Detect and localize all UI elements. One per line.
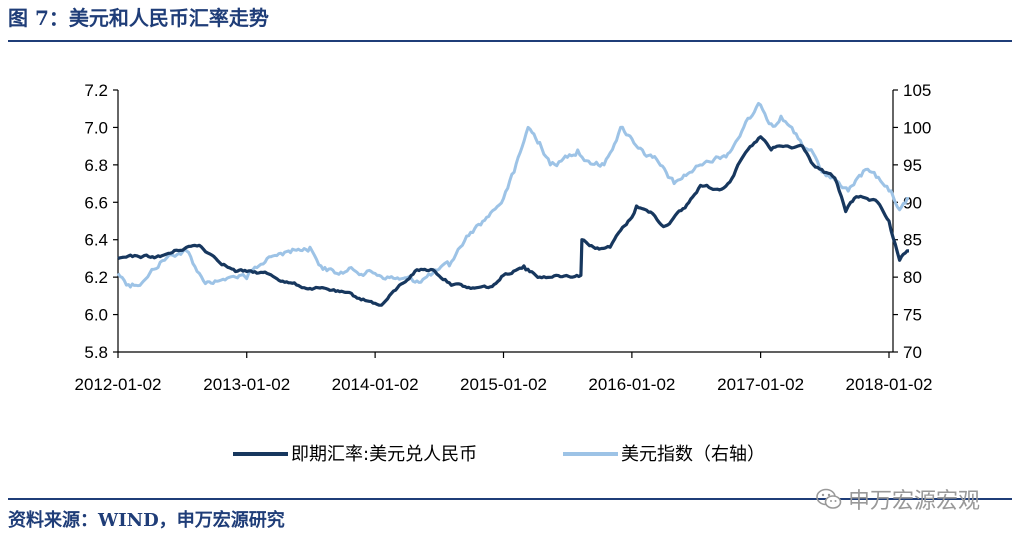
legend-label-cny: 即期汇率:美元兑人民币 <box>291 444 477 465</box>
right-tick-label: 70 <box>903 343 922 362</box>
figure-title: 图 7：美元和人民币汇率走势 <box>8 6 269 30</box>
right-tick-label: 85 <box>903 231 922 250</box>
wechat-icon <box>816 488 842 509</box>
bottom-rule <box>8 498 1012 500</box>
left-tick-label: 6.0 <box>84 306 108 325</box>
left-tick-label: 6.2 <box>84 268 108 287</box>
left-tick-label: 5.8 <box>84 343 108 362</box>
left-tick-label: 6.6 <box>84 193 108 212</box>
source-note: 资料来源：WIND，申万宏源研究 <box>8 510 285 531</box>
x-tick-label: 2014-01-02 <box>332 375 419 394</box>
series-line-dollar-index <box>116 101 909 289</box>
left-tick-label: 6.8 <box>84 156 108 175</box>
series-line-usdcny <box>117 135 909 307</box>
watermark-text: 申万宏源宏观 <box>848 489 981 514</box>
left-y-ticks: 7.2 7.0 6.8 6.6 6.4 6.2 6.0 5.8 <box>84 81 118 362</box>
x-tick-label: 2016-01-02 <box>588 375 675 394</box>
x-tick-label: 2018-01-02 <box>846 375 933 394</box>
right-tick-label: 75 <box>903 306 922 325</box>
x-ticks: 2012-01-02 2013-01-02 2014-01-02 2015-01-02… <box>75 352 933 394</box>
x-tick-label: 2012-01-02 <box>75 375 162 394</box>
right-tick-label: 105 <box>903 81 931 100</box>
chart: 7.27.06.86.66.46.26.05.8 105100959085807… <box>75 81 933 465</box>
x-tick-label: 2017-01-02 <box>717 375 804 394</box>
right-tick-label: 100 <box>903 118 931 137</box>
right-tick-label: 80 <box>903 268 922 287</box>
legend-label-dxy: 美元指数（右轴） <box>621 444 765 465</box>
left-tick-label: 7.0 <box>84 118 108 137</box>
legend: 即期汇率:美元兑人民币 美元指数（右轴） <box>233 444 765 465</box>
x-tick-label: 2015-01-02 <box>460 375 547 394</box>
left-tick-label: 7.2 <box>84 81 108 100</box>
x-tick-label: 2013-01-02 <box>203 375 290 394</box>
right-tick-label: 95 <box>903 156 922 175</box>
axes <box>117 90 894 353</box>
series-layer <box>116 101 909 307</box>
top-rule <box>8 40 1012 42</box>
watermark: 申万宏源宏观 <box>816 483 980 515</box>
left-tick-label: 6.4 <box>84 231 108 250</box>
